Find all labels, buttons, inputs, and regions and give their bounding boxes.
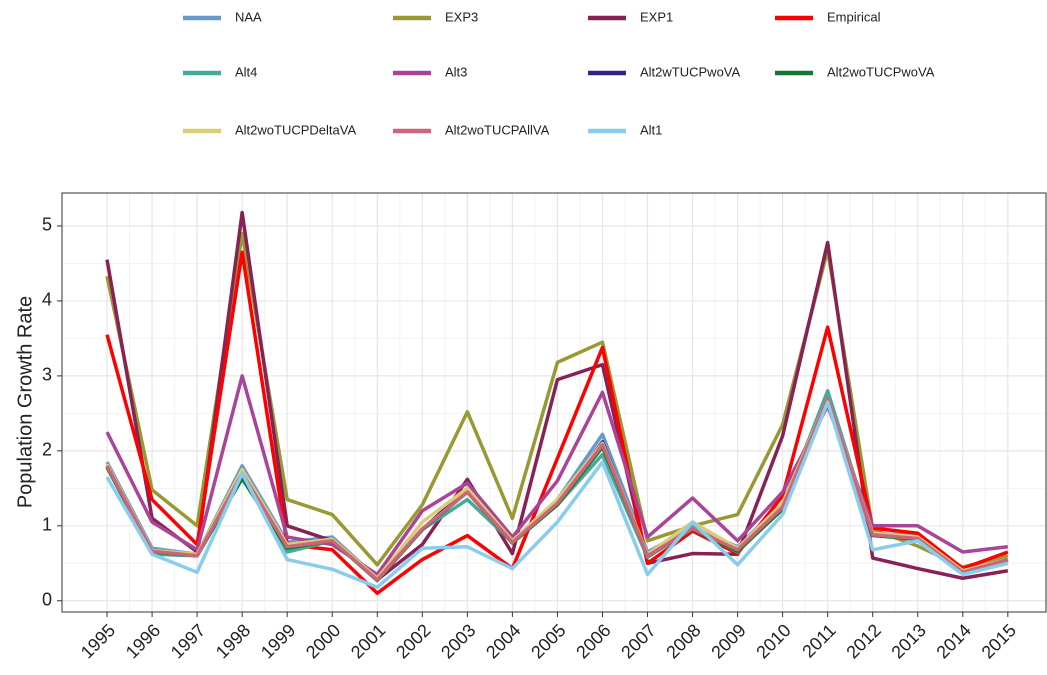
y-tick-label: 4 xyxy=(42,290,52,310)
x-tick-label: 2014 xyxy=(933,620,975,662)
x-tick-label: 2000 xyxy=(302,620,344,662)
y-axis-label: Population Growth Rate xyxy=(14,296,36,508)
legend-label: Alt4 xyxy=(235,64,257,79)
legend-label: Alt2woTUCPwoVA xyxy=(827,64,935,79)
x-tick-label: 2001 xyxy=(347,620,389,662)
y-tick-label: 0 xyxy=(42,590,52,610)
x-tick-label: 2011 xyxy=(798,620,840,662)
x-tick-label: 1999 xyxy=(257,620,299,662)
y-tick-label: 1 xyxy=(42,515,52,535)
legend-label: Alt3 xyxy=(445,64,467,79)
x-tick-label: 2015 xyxy=(978,620,1020,662)
x-tick-label: 2003 xyxy=(437,620,479,662)
x-tick-label: 2002 xyxy=(392,620,434,662)
legend-label: NAA xyxy=(235,9,262,24)
y-tick-label: 5 xyxy=(42,215,52,235)
x-tick-label: 2010 xyxy=(752,620,794,662)
y-tick-label: 2 xyxy=(42,440,52,460)
series-line xyxy=(105,210,1009,582)
legend-label: EXP1 xyxy=(640,9,673,24)
series-line xyxy=(105,396,1009,582)
legend-label: Alt2woTUCPAllVA xyxy=(445,122,550,137)
x-tick-label: 2009 xyxy=(707,620,749,662)
series-line xyxy=(105,400,1009,590)
plot-background xyxy=(62,193,1046,612)
series-line xyxy=(105,250,1009,596)
legend-label: Alt1 xyxy=(640,122,662,137)
x-tick-label: 1997 xyxy=(167,620,209,662)
legend-label: Empirical xyxy=(827,9,881,24)
y-tick-label: 3 xyxy=(42,365,52,385)
x-tick-label: 2008 xyxy=(662,620,704,662)
legend-label: Alt2wTUCPwoVA xyxy=(640,64,741,79)
x-tick-label: 1995 xyxy=(77,620,119,662)
x-tick-label: 2005 xyxy=(527,620,569,662)
x-tick-label: 2013 xyxy=(887,620,929,662)
x-tick-label: 2007 xyxy=(617,620,659,662)
x-tick-label: 2004 xyxy=(482,620,524,662)
x-tick-label: 2006 xyxy=(572,620,614,662)
x-tick-label: 1998 xyxy=(212,620,254,662)
legend-label: EXP3 xyxy=(445,9,478,24)
plot-border xyxy=(61,192,1047,613)
legend-label: Alt2woTUCPDeltaVA xyxy=(235,122,356,137)
x-tick-label: 1996 xyxy=(122,620,164,662)
x-tick-label: 2012 xyxy=(842,620,884,662)
